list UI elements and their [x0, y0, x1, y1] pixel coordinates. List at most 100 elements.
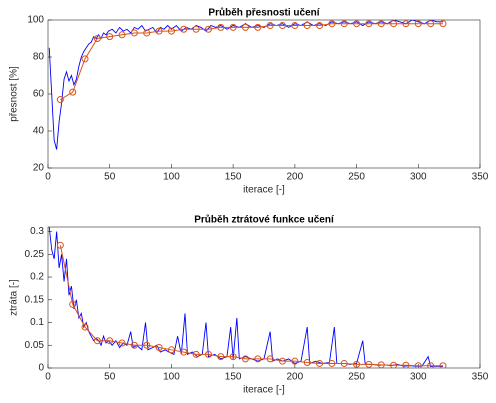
- x-tick-label: 350: [472, 172, 489, 183]
- marker: [204, 25, 212, 33]
- marker: [390, 361, 398, 368]
- y-tick-label: 0.2: [30, 272, 44, 283]
- y-tick-label: 0.1: [30, 317, 44, 328]
- y-axis-label: přesnost [%]: [9, 66, 20, 122]
- x-tick-label: 150: [225, 372, 242, 383]
- x-tick-label: 250: [348, 172, 365, 183]
- x-tick-label: 350: [472, 372, 489, 383]
- marker: [439, 20, 447, 28]
- marker: [69, 88, 77, 96]
- marker: [340, 20, 348, 28]
- marker: [365, 20, 373, 28]
- x-axis-label: iterace [-]: [243, 185, 285, 196]
- y-tick-label: 20: [33, 163, 45, 174]
- marker: [279, 22, 287, 30]
- marker: [266, 22, 274, 30]
- marker: [155, 344, 163, 352]
- y-tick-label: 0: [38, 363, 44, 374]
- marker: [328, 20, 336, 28]
- marker: [427, 362, 435, 368]
- marker: [254, 355, 262, 363]
- marker: [143, 29, 151, 37]
- marker: [106, 337, 114, 345]
- marker: [303, 359, 311, 367]
- y-tick-label: 0.15: [25, 294, 45, 305]
- marker: [81, 55, 89, 63]
- series-line: [59, 245, 443, 367]
- chart-title: Průběh ztrátové funkce učení: [194, 214, 335, 226]
- marker: [414, 362, 422, 368]
- marker: [241, 23, 249, 31]
- y-tick-label: 60: [33, 89, 45, 100]
- marker: [439, 362, 447, 368]
- marker: [340, 359, 348, 367]
- x-tick-label: 0: [45, 172, 51, 183]
- x-tick-label: 150: [225, 172, 242, 183]
- y-tick-label: 40: [33, 126, 45, 137]
- marker: [254, 23, 262, 31]
- marker: [180, 348, 188, 356]
- marker: [143, 341, 151, 349]
- plot-area: [47, 226, 481, 369]
- marker: [427, 20, 435, 28]
- marker: [81, 323, 89, 331]
- y-tick-label: 0.25: [25, 249, 45, 260]
- marker: [56, 96, 64, 104]
- marker: [56, 241, 64, 249]
- marker: [266, 355, 274, 363]
- marker: [155, 27, 163, 35]
- marker: [217, 23, 225, 31]
- marker: [377, 20, 385, 28]
- marker: [93, 337, 101, 345]
- x-tick-label: 200: [287, 372, 304, 383]
- marker: [328, 359, 336, 367]
- marker: [167, 346, 175, 354]
- series-group: [48, 227, 447, 368]
- marker: [291, 22, 299, 30]
- marker: [167, 27, 175, 35]
- x-axis-label: iterace [-]: [243, 385, 285, 396]
- x-tick-label: 50: [104, 172, 116, 183]
- marker: [217, 353, 225, 361]
- marker: [130, 29, 138, 37]
- marker: [291, 357, 299, 365]
- marker: [353, 360, 361, 368]
- series-line: [60, 23, 443, 100]
- marker: [229, 353, 237, 361]
- marker: [316, 22, 324, 30]
- series-group: [48, 20, 447, 150]
- marker: [130, 341, 138, 349]
- y-axis-label: ztráta [-]: [9, 279, 20, 316]
- marker: [365, 360, 373, 368]
- marker: [69, 300, 77, 308]
- marker: [118, 31, 126, 39]
- marker: [192, 350, 200, 358]
- y-tick-label: 80: [33, 52, 45, 63]
- marker: [402, 361, 410, 368]
- plot-area: [47, 19, 481, 169]
- marker: [279, 357, 287, 365]
- x-tick-label: 200: [287, 172, 304, 183]
- x-tick-label: 250: [348, 372, 365, 383]
- marker: [93, 35, 101, 42]
- marker: [118, 339, 126, 347]
- marker: [303, 22, 311, 30]
- marker: [106, 33, 114, 41]
- x-tick-label: 100: [163, 172, 180, 183]
- marker: [402, 20, 410, 28]
- marker: [390, 20, 398, 28]
- marker: [353, 20, 361, 28]
- y-tick-label: 100: [27, 15, 44, 26]
- marker: [229, 23, 237, 31]
- x-tick-label: 300: [410, 172, 427, 183]
- chart-title: Průběh přesnosti učení: [208, 7, 320, 19]
- marker: [192, 25, 200, 33]
- marker: [180, 25, 188, 33]
- x-tick-label: 50: [104, 372, 116, 383]
- y-tick-label: 0.3: [30, 226, 44, 237]
- marker: [241, 355, 249, 363]
- marker: [204, 350, 212, 358]
- y-tick-label: 0.05: [25, 340, 45, 351]
- marker: [414, 20, 422, 28]
